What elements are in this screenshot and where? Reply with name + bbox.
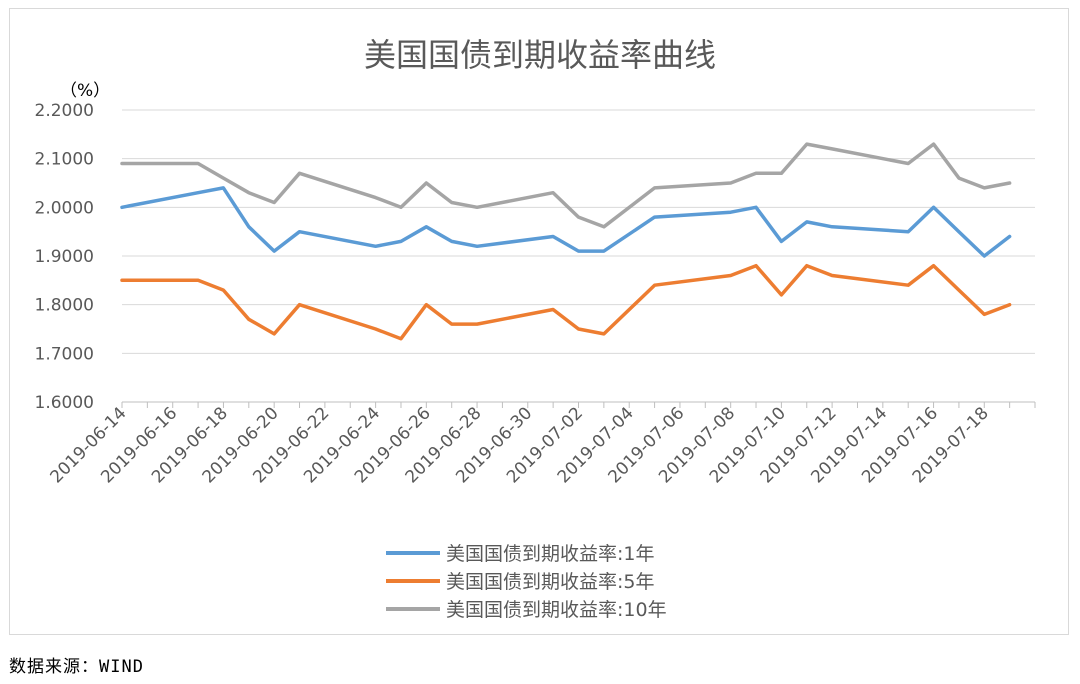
legend-label: 美国国债到期收益率:10年 [446, 599, 667, 621]
series-line-2 [120, 263, 1012, 341]
x-tick-labels: 2019-06-142019-06-162019-06-182019-06-20… [47, 403, 993, 487]
y-tick-label: 2.0000 [35, 198, 94, 218]
y-tick-label: 1.6000 [35, 393, 94, 413]
series-line-1 [120, 186, 1012, 258]
legend-label: 美国国债到期收益率:5年 [446, 571, 655, 593]
y-tick-label: 2.2000 [35, 101, 94, 121]
series-lines [120, 142, 1012, 341]
series-line-3 [120, 142, 1012, 229]
legend-label: 美国国债到期收益率:1年 [446, 543, 655, 565]
y-tick-label: 2.1000 [35, 150, 94, 170]
x-axis [121, 401, 1036, 408]
source-note: 数据来源：WIND [9, 657, 144, 677]
y-tick-label: 1.8000 [35, 296, 94, 316]
y-tick-label: 1.7000 [35, 344, 94, 364]
chart-frame [9, 8, 1069, 635]
y-tick-label: 1.9000 [35, 247, 94, 267]
chart-title: 美国国债到期收益率曲线 [364, 36, 716, 74]
y-axis: 2.2000 2.1000 2.0000 1.9000 1.8000 1.7000 1.60… [35, 101, 94, 413]
unit-label: （%） [60, 81, 110, 101]
